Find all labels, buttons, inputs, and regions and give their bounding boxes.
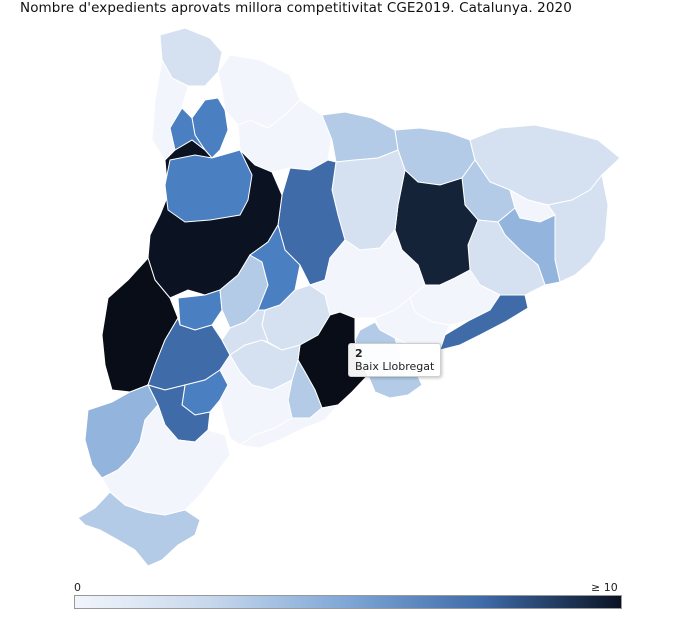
map-tooltip: 2 Baix Llobregat [348, 343, 442, 377]
legend-min-label: 0 [74, 581, 81, 594]
region-montsia[interactable] [77, 491, 201, 567]
region-tarragones[interactable] [238, 404, 340, 449]
legend-color-scale [74, 595, 622, 609]
tooltip-region-name: Baix Llobregat [355, 360, 435, 373]
region-conca[interactable] [169, 107, 206, 151]
region-maresme[interactable] [439, 294, 529, 351]
region-pla-urgell[interactable] [177, 289, 223, 331]
region-conca-barbera[interactable] [221, 309, 269, 356]
region-pallars-central[interactable] [164, 149, 253, 223]
tooltip-value: 2 [355, 347, 363, 360]
legend-max-label: ≥ 10 [591, 581, 618, 594]
map-title: Nombre d'expedients aprovats millora com… [20, 0, 572, 16]
